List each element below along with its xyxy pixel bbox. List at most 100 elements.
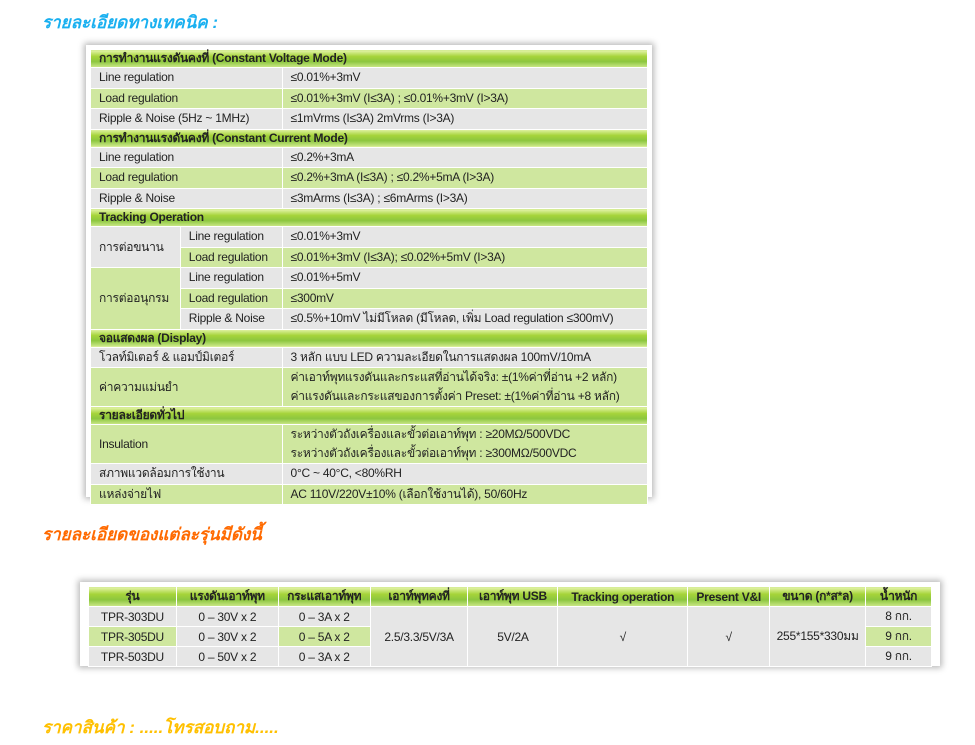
column-header: กระแสเอาท์พุท	[277, 586, 371, 607]
usb-output: 5V/2A	[467, 606, 559, 667]
tracking-row: Ripple & Noise ≤0.5%+10mV ไม่มีโหลด (มีโห…	[91, 308, 649, 330]
spec-row: Ripple & Noise ≤3mArms (I≤3A) ; ≤6mArms (…	[90, 187, 649, 209]
tracking-row: Load regulation ≤300mV	[91, 287, 649, 309]
spec-table: การทำงานแรงดันคงที่ (Constant Voltage Mo…	[90, 49, 649, 505]
spec-value: ระหว่างตัวถังเครื่องและขั้วต่อเอาท์พุท :…	[281, 424, 649, 464]
tracking-row: การต่อขนาน Line regulation ≤0.01%+3mV	[90, 226, 649, 268]
dimensions: 255*155*330มม	[769, 606, 867, 667]
spec-value-line: ค่าแรงดันและกระแสของการตั้งค่า Preset: ±…	[290, 389, 620, 403]
column-header: เอาท์พุท USB	[467, 586, 559, 607]
spec-value-line: ≤0.01%+3mV	[290, 70, 361, 85]
models-heading: รายละเอียดของแต่ละรุ่นมีดังนี้	[42, 525, 262, 544]
spec-value-line: ระหว่างตัวถังเครื่องและขั้วต่อเอาท์พุท :…	[290, 427, 571, 441]
weight: 9 กก.	[865, 646, 932, 667]
spec-label: ค่าความแม่นยำ	[90, 367, 283, 407]
price-heading: ราคาสินค้า : .....โทรสอบถาม.....	[42, 718, 279, 737]
spec-value-line: ≤3mArms (I≤3A) ; ≤6mArms (I>3A)	[290, 190, 468, 205]
section-header-row: การทำงานแรงดันคงที่ (Constant Current Mo…	[90, 128, 648, 148]
spec-row: Load regulation ≤0.2%+3mA (I≤3A) ; ≤0.2%+…	[90, 167, 649, 189]
spec-value: ≤0.01%+3mV	[281, 226, 649, 248]
spec-label: Ripple & Noise	[90, 187, 283, 209]
section-header-row: จอแสดงผล (Display)	[90, 328, 648, 348]
spec-label: Line regulation	[90, 146, 283, 168]
spec-label: Insulation	[90, 424, 283, 464]
spec-table-frame: การทำงานแรงดันคงที่ (Constant Voltage Mo…	[86, 45, 652, 505]
output-current: 0 – 5A x 2	[277, 626, 371, 647]
spec-row: Line regulation ≤0.2%+3mA	[90, 146, 649, 168]
spec-row: Insulation ระหว่างตัวถังเครื่องและขั้วต่อ…	[90, 424, 649, 464]
spec-label: Line regulation	[179, 267, 283, 289]
spec-label: โวลท์มิเตอร์ & แอมป์มิเตอร์	[90, 346, 283, 368]
tracking-row: Load regulation ≤0.01%+3mV (I≤3A); ≤0.02%…	[91, 246, 649, 268]
section-title: การทำงานแรงดันคงที่ (Constant Voltage Mo…	[90, 49, 648, 68]
spec-value-line: ≤0.01%+3mV (I≤3A) ; ≤0.01%+3mV (I>3A)	[290, 90, 509, 105]
spec-row: แหล่งจ่ายไฟ AC 110V/220V±10% (เลือกใช้งาน…	[90, 483, 649, 505]
spec-value: AC 110V/220V±10% (เลือกใช้งานได้), 50/60…	[281, 483, 649, 505]
spec-row: โวลท์มิเตอร์ & แอมป์มิเตอร์ 3 หลัก แบบ LE…	[90, 346, 649, 368]
spec-value-line: ≤0.2%+3mA (I≤3A) ; ≤0.2%+5mA (I>3A)	[290, 170, 495, 185]
spec-value-line: AC 110V/220V±10% (เลือกใช้งานได้), 50/60…	[290, 486, 528, 501]
spec-value: ≤0.01%+3mV (I≤3A); ≤0.02%+5mV (I>3A)	[281, 246, 649, 268]
spec-value: 0°C ~ 40°C, <80%RH	[281, 463, 649, 485]
section-header-row: รายละเอียดทั่วไป	[90, 406, 648, 425]
spec-value: ≤0.2%+3mA (I≤3A) ; ≤0.2%+5mA (I>3A)	[281, 167, 649, 189]
weight: 8 กก.	[865, 606, 932, 627]
tracking-row: การต่ออนุกรม Line regulation ≤0.01%+5mV	[90, 267, 649, 330]
spec-label: Load regulation	[179, 246, 283, 268]
spec-row: Load regulation ≤0.01%+3mV (I≤3A) ; ≤0.01…	[90, 87, 649, 109]
spec-value: ≤300mV	[281, 287, 649, 309]
section-header-row: การทำงานแรงดันคงที่ (Constant Voltage Mo…	[90, 49, 648, 68]
spec-row: สภาพแวดล้อมการใช้งาน 0°C ~ 40°C, <80%RH	[90, 463, 649, 485]
spec-label: Line regulation	[179, 226, 283, 248]
spec-label: สภาพแวดล้อมการใช้งาน	[90, 463, 283, 485]
column-header: เอาท์พุทคงที่	[369, 586, 469, 607]
spec-value-line: ระหว่างตัวถังเครื่องและขั้วต่อเอาท์พุท :…	[290, 446, 577, 460]
spec-value: ≤0.2%+3mA	[281, 146, 649, 168]
section-title: จอแสดงผล (Display)	[90, 328, 648, 348]
spec-label: Ripple & Noise	[179, 308, 283, 330]
column-header: แรงดันเอาท์พุท	[175, 586, 279, 607]
spec-value-line: ≤1mVrms (I≤3A) 2mVrms (I>3A)	[290, 111, 455, 126]
output-voltage: 0 – 30V x 2	[175, 626, 279, 647]
preset: √	[687, 606, 771, 667]
spec-value: ≤0.01%+5mV	[281, 267, 649, 289]
spec-label: แหล่งจ่ายไฟ	[90, 483, 283, 505]
fixed-output: 2.5/3.3/5V/3A	[369, 606, 469, 667]
technical-specs-heading: รายละเอียดทางเทคนิค :	[42, 13, 219, 32]
section-title: การทำงานแรงดันคงที่ (Constant Current Mo…	[90, 128, 648, 148]
spec-value-line: 3 หลัก แบบ LED ความละเอียดในการแสดงผล 10…	[290, 349, 592, 364]
spec-value: ≤1mVrms (I≤3A) 2mVrms (I>3A)	[281, 108, 649, 130]
model-name: TPR-305DU	[88, 626, 177, 647]
output-voltage: 0 – 50V x 2	[175, 646, 279, 667]
models-table: รุ่น แรงดันเอาท์พุท กระแสเอาท์พุท เอาท์พุทค…	[88, 586, 932, 667]
output-voltage: 0 – 30V x 2	[175, 606, 279, 627]
spec-value: ≤3mArms (I≤3A) ; ≤6mArms (I>3A)	[281, 187, 649, 209]
spec-row: Line regulation ≤0.01%+3mV	[90, 67, 649, 89]
weight: 9 กก.	[865, 626, 932, 647]
spec-label: Ripple & Noise (5Hz ~ 1MHz)	[90, 108, 283, 130]
tracking-group-label: การต่ออนุกรม	[90, 267, 181, 330]
spec-row: ค่าความแม่นยำ ค่าเอาท์พุทแรงดันและกระแสที…	[90, 367, 649, 407]
model-name: TPR-503DU	[88, 646, 177, 667]
spec-value: ≤0.01%+3mV	[281, 67, 649, 89]
column-header: Tracking operation	[557, 586, 689, 607]
spec-value: ≤0.01%+3mV (I≤3A) ; ≤0.01%+3mV (I>3A)	[281, 87, 649, 109]
spec-label: Load regulation	[90, 167, 283, 189]
output-current: 0 – 3A x 2	[277, 646, 371, 667]
spec-value-line: 0°C ~ 40°C, <80%RH	[290, 466, 402, 481]
spec-label: Load regulation	[179, 287, 283, 309]
spec-value: 3 หลัก แบบ LED ความละเอียดในการแสดงผล 10…	[281, 346, 649, 368]
tracking-group-label: การต่อขนาน	[90, 226, 181, 268]
spec-label: Line regulation	[90, 67, 283, 89]
output-current: 0 – 3A x 2	[277, 606, 371, 627]
spec-value: ≤0.5%+10mV ไม่มีโหลด (มีโหลด, เพิ่ม Load…	[281, 308, 649, 330]
column-header: รุ่น	[88, 586, 177, 607]
section-title: รายละเอียดทั่วไป	[90, 406, 648, 425]
tracking: √	[557, 606, 689, 667]
spec-value-line: ค่าเอาท์พุทแรงดันและกระแสที่อ่านได้จริง:…	[290, 370, 618, 384]
spec-label: Load regulation	[90, 87, 283, 109]
spec-value-line: ≤0.2%+3mA	[290, 149, 355, 164]
section-header-row: Tracking Operation	[90, 208, 648, 227]
